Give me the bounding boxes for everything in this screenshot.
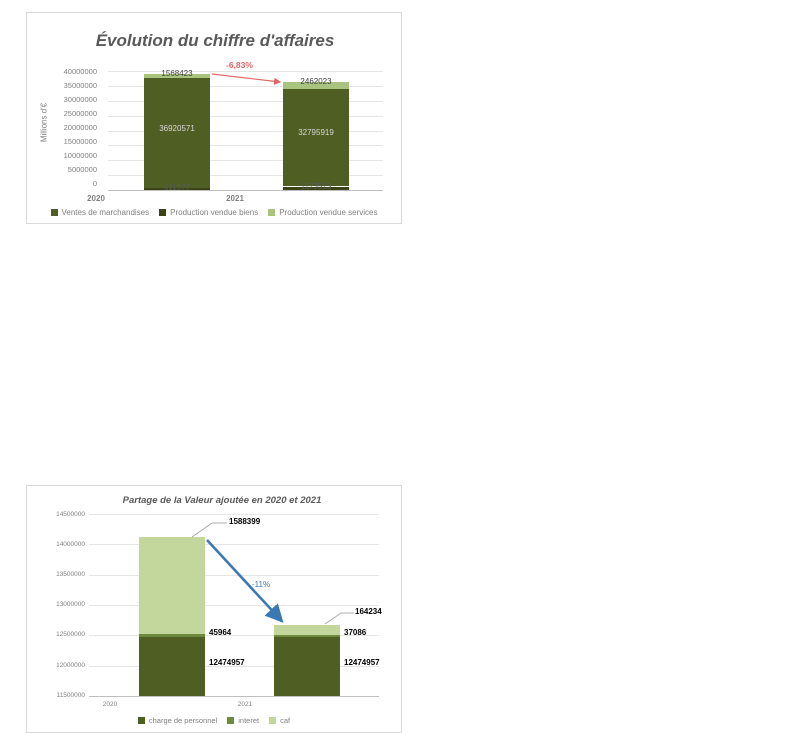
panel-valeur-ajoutee: Partage de la Valeur ajoutée en 2020 et … bbox=[0, 237, 410, 733]
data-label-2020-caf: 1588399 bbox=[229, 517, 261, 526]
x-tick-2021: 2021 bbox=[226, 194, 244, 203]
gridline bbox=[108, 115, 383, 117]
data-label-2021-biens: 32795919 bbox=[298, 128, 334, 137]
y-tick: 25000000 bbox=[63, 109, 97, 118]
legend-revenue: Ventes de marchandises Production vendue… bbox=[27, 208, 401, 217]
x-tick-2021: 2021 bbox=[237, 701, 253, 708]
axis-line bbox=[108, 190, 383, 191]
legend-item-charge-personnel[interactable]: charge de personnel bbox=[137, 716, 218, 725]
data-label-2020-services: 1568423 bbox=[161, 69, 193, 78]
legend-swatch-icon bbox=[50, 209, 58, 216]
data-label-2021-interet: 37086 bbox=[344, 628, 367, 637]
x-tick-2020: 2020 bbox=[87, 194, 105, 203]
legend-valeur-ajoutee: charge de personnel interet caf bbox=[27, 716, 401, 725]
legend-item-production-services[interactable]: Production vendue services bbox=[268, 208, 377, 217]
trend-arrow-revenue bbox=[211, 73, 282, 85]
gridline bbox=[108, 145, 383, 147]
y-tick: 13500000 bbox=[56, 571, 85, 578]
legend-swatch-icon bbox=[159, 209, 167, 216]
y-tick: 15000000 bbox=[63, 137, 97, 146]
legend-item-production-biens[interactable]: Production vendue biens bbox=[159, 208, 258, 217]
y-tick: 40000000 bbox=[63, 67, 97, 76]
legend-label: Ventes de marchandises bbox=[61, 208, 150, 217]
data-label-2020-personnel: 12474957 bbox=[209, 658, 245, 667]
y-tick: 5000000 bbox=[67, 165, 97, 174]
y-tick: 14000000 bbox=[56, 541, 85, 548]
data-label-2021-services: 2462023 bbox=[300, 77, 332, 86]
y-tick: 20000000 bbox=[63, 123, 97, 132]
y-tick: 35000000 bbox=[63, 81, 97, 90]
data-label-2020-interet: 45964 bbox=[209, 628, 232, 637]
x-tick-2020: 2020 bbox=[102, 701, 118, 708]
bar-2021-services bbox=[283, 81, 349, 89]
legend-label: Production vendue services bbox=[279, 208, 378, 217]
chart-title-revenue: Évolution du chiffre d'affaires bbox=[95, 31, 335, 50]
legend-swatch-icon bbox=[268, 209, 276, 216]
legend-swatch-icon bbox=[227, 717, 235, 724]
gridline bbox=[108, 100, 383, 102]
legend-item-interet[interactable]: interet bbox=[227, 716, 259, 725]
data-label-2020-marchandises: 611577 bbox=[163, 183, 191, 192]
gridline bbox=[108, 71, 383, 72]
gridline bbox=[108, 130, 383, 132]
y-tick: 11500000 bbox=[56, 692, 85, 699]
gridline bbox=[108, 85, 383, 87]
axis-line bbox=[89, 696, 379, 697]
bar-2021-marchandises bbox=[283, 186, 349, 190]
legend-label: charge de personnel bbox=[148, 716, 218, 725]
legend-item-caf[interactable]: caf bbox=[269, 716, 290, 725]
chart-title-valeur-ajoutee: Partage de la Valeur ajoutée en 2020 et … bbox=[122, 495, 322, 506]
y-tick: 30000000 bbox=[63, 95, 97, 104]
legend-item-ventes-marchandises[interactable]: Ventes de marchandises bbox=[50, 208, 150, 217]
bar-2021-biens bbox=[283, 88, 349, 187]
bar-2020-services bbox=[144, 73, 210, 79]
legend-label: Production vendue biens bbox=[170, 208, 259, 217]
y-tick: 0 bbox=[92, 179, 97, 188]
gridline bbox=[108, 175, 383, 177]
data-label-2021-marchandises: 1173513 bbox=[300, 182, 332, 191]
data-label-2020-biens: 36920571 bbox=[159, 124, 195, 133]
y-tick: 14500000 bbox=[56, 511, 85, 518]
data-label-2021-caf: 164234 bbox=[355, 607, 382, 616]
legend-swatch-icon bbox=[137, 717, 145, 724]
legend-label: interet bbox=[238, 716, 260, 725]
legend-swatch-icon bbox=[269, 717, 277, 724]
panel-chiffre-affaires: Évolution du chiffre d'affaires Millions… bbox=[0, 0, 410, 237]
panel-ratios: Ratios importants du bilan fonctionnel B… bbox=[410, 237, 796, 510]
chart-card-valeur-ajoutee: Partage de la Valeur ajoutée en 2020 et … bbox=[26, 485, 402, 733]
annotation-revenue-change: -6,83% bbox=[226, 60, 253, 70]
y-tick: 12500000 bbox=[56, 631, 85, 638]
annotation-valeur-ajoutee-change: -11% bbox=[252, 580, 271, 589]
plot-area-revenue: 1568423 36920571 611577 2462023 32795919… bbox=[108, 60, 383, 192]
data-label-2021-personnel: 12474957 bbox=[344, 658, 380, 667]
bar-2020-biens bbox=[144, 78, 210, 189]
leader-lines-valeur-ajoutee bbox=[191, 522, 354, 625]
y-tick: 12000000 bbox=[56, 662, 85, 669]
chart-card-revenue: Évolution du chiffre d'affaires Millions… bbox=[26, 12, 402, 224]
legend-label: caf bbox=[280, 716, 291, 725]
y-tick: 13000000 bbox=[56, 601, 85, 608]
gridline bbox=[108, 160, 383, 162]
bar-2020-marchandises bbox=[144, 188, 210, 190]
y-tick: 10000000 bbox=[63, 151, 97, 160]
panel-fr-bfr-tn: Évolution du FR, du BFR et de la T nette… bbox=[410, 0, 796, 237]
plot-area-valeur-ajoutee: 1588399 45964 12474957 164234 37086 1247… bbox=[89, 514, 382, 697]
